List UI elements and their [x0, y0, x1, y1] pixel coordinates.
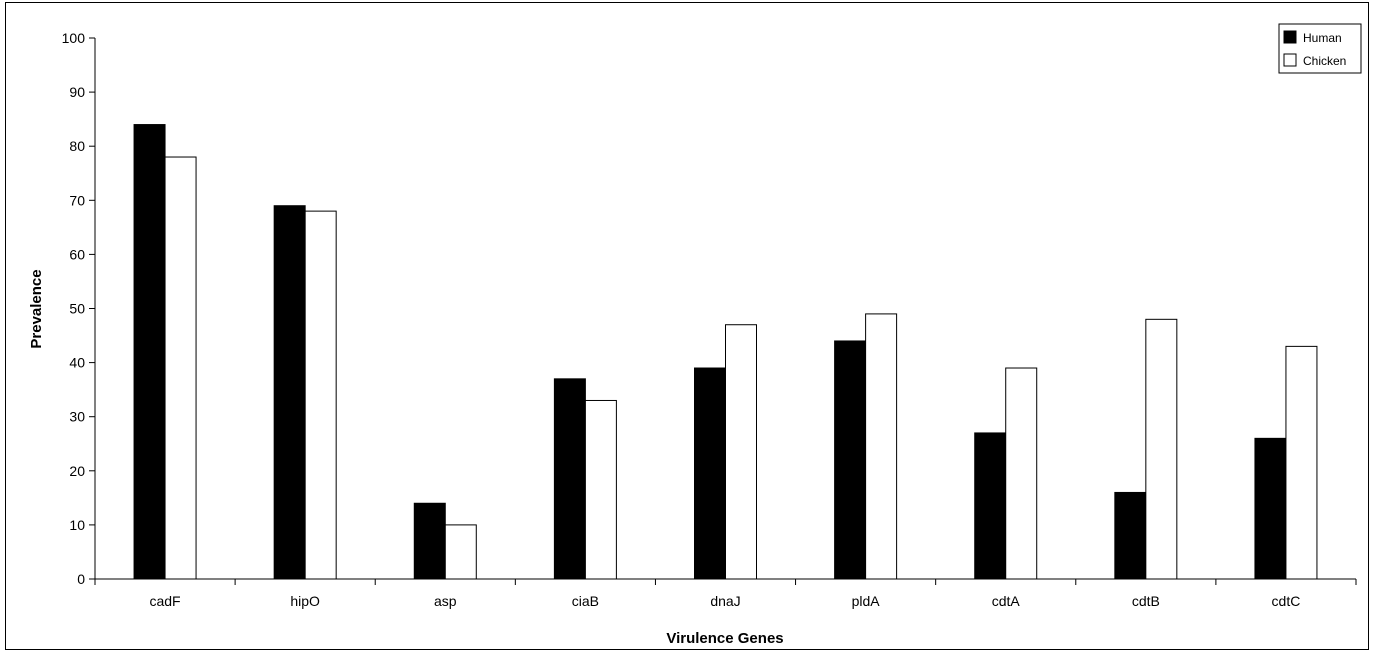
y-tick-label: 80	[69, 138, 85, 154]
x-tick-label: cdtB	[1132, 593, 1160, 609]
x-tick-label: cadF	[149, 593, 180, 609]
x-tick-label: ciaB	[572, 593, 599, 609]
bar-chicken-pldA	[865, 313, 898, 580]
bar-chicken-cdtA	[1005, 367, 1038, 580]
bar-chicken-hipO	[304, 210, 337, 580]
y-tick-label: 10	[69, 517, 85, 533]
bar-human-asp	[413, 502, 446, 580]
legend: Human Chicken	[1278, 23, 1362, 74]
legend-label-human: Human	[1303, 31, 1342, 45]
bar-human-hipO	[273, 205, 306, 580]
bars-layer	[133, 124, 1318, 580]
bar-human-cdtC	[1254, 437, 1287, 580]
y-axis-title: Prevalence	[28, 269, 45, 348]
y-tick-label: 100	[62, 30, 86, 46]
bar-chicken-asp	[444, 524, 477, 580]
x-tick-label: dnaJ	[710, 593, 740, 609]
y-tick-label: 50	[69, 301, 85, 317]
x-axis-title: Virulence Genes	[666, 630, 783, 647]
y-tick-label: 90	[69, 84, 85, 100]
bar-chicken-cadF	[164, 156, 197, 580]
x-tick-label: cdtA	[992, 593, 1021, 609]
y-tick-label: 20	[69, 463, 85, 479]
x-tick-label: hipO	[290, 593, 320, 609]
y-tick-label: 0	[77, 571, 85, 587]
bar-chicken-dnaJ	[725, 324, 757, 580]
legend-swatch-human	[1283, 30, 1297, 44]
y-tick-label: 30	[69, 409, 85, 425]
x-tick-label: cdtC	[1272, 593, 1301, 609]
bar-human-cdtB	[1114, 491, 1147, 580]
x-tick-label: pldA	[852, 593, 881, 609]
y-tick-label: 70	[69, 192, 85, 208]
bar-human-pldA	[834, 340, 867, 580]
bar-human-dnaJ	[694, 367, 726, 580]
bar-human-cadF	[133, 124, 166, 580]
bar-human-cdtA	[974, 432, 1007, 580]
bar-chicken-ciaB	[584, 399, 617, 580]
axes-layer: 0 10 20 30 40 50 60 70 80 90 100 cadF hipO asp ciaB dna…	[62, 30, 1357, 609]
bar-chicken-cdtB	[1145, 318, 1178, 580]
x-tick-label: asp	[434, 593, 457, 609]
bar-human-ciaB	[553, 378, 586, 580]
legend-swatch-chicken	[1283, 53, 1297, 67]
y-tick-label: 60	[69, 246, 85, 262]
legend-label-chicken: Chicken	[1303, 54, 1346, 68]
y-tick-label: 40	[69, 355, 85, 371]
bar-chicken-cdtC	[1285, 345, 1318, 580]
